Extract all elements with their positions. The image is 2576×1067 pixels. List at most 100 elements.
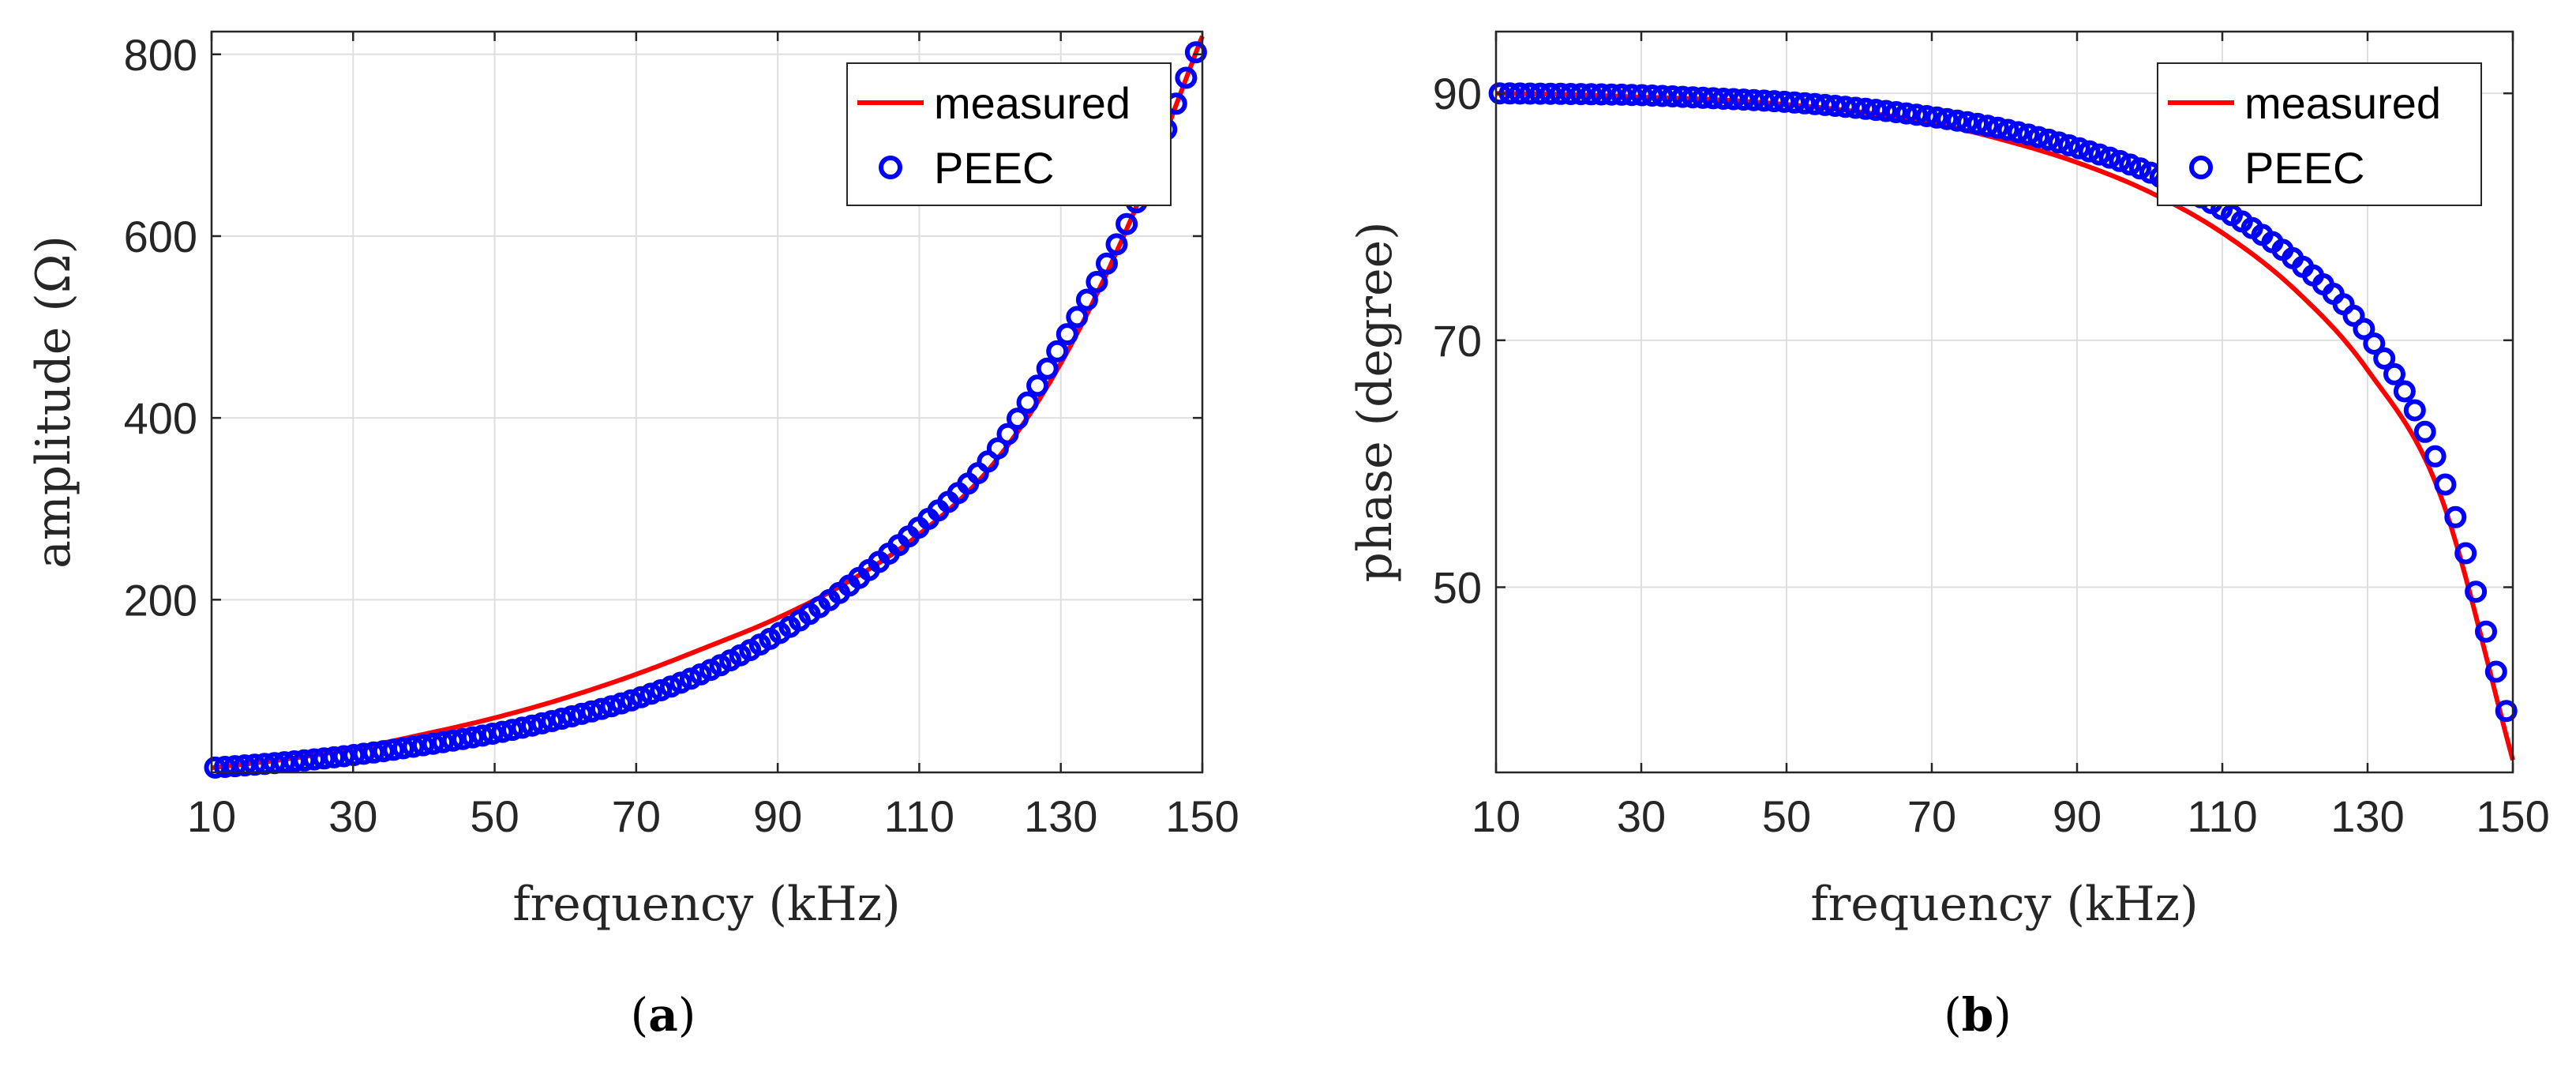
axes-box-a (210, 30, 1204, 774)
data-point (1956, 111, 1979, 133)
chart-panel-a: 10 30 50 70 90 110 130 150 200 400 600 800 frequenc… (26, 30, 1239, 1042)
x-tick-label: 50 (1762, 791, 1811, 841)
data-point (1539, 82, 1562, 105)
data-point (1509, 82, 1532, 105)
legend-b: measured PEEC (2157, 62, 2482, 206)
x-tick-label: 130 (2330, 791, 2404, 841)
data-point (2098, 146, 2121, 169)
y-tick-label: 800 (124, 30, 197, 80)
legend-label-peec-a: PEEC (934, 143, 1055, 193)
data-point (1621, 84, 1643, 107)
data-point (481, 723, 504, 745)
data-point (1813, 93, 1836, 116)
data-point (2383, 363, 2405, 385)
data-point (2088, 143, 2111, 166)
data-point (2129, 157, 2151, 180)
data-point (590, 697, 613, 720)
data-point (1075, 288, 1098, 311)
data-point (303, 748, 325, 771)
x-tick-label: 90 (2053, 791, 2102, 841)
data-point (432, 731, 455, 753)
caption-a: (a) (631, 988, 696, 1042)
data-point (2403, 399, 2426, 422)
x-tick-label: 70 (1907, 791, 1956, 841)
data-point (2057, 134, 2080, 156)
ticks-b: 10 30 50 70 90 110 130 150 50 70 90 (1433, 32, 2550, 841)
data-point (1036, 357, 1059, 380)
x-tick-label: 10 (187, 791, 236, 841)
data-point (2353, 317, 2375, 340)
ticks-a: 10 30 50 70 90 110 130 150 200 400 600 800 (124, 30, 1239, 841)
data-point (323, 746, 346, 768)
data-point (1794, 92, 1816, 115)
data-point (600, 695, 623, 718)
data-point (1773, 90, 1796, 113)
x-tick-label: 50 (470, 791, 519, 841)
x-axis-label-a: frequency (kHz) (512, 877, 900, 932)
y-axis-label-a: amplitude (Ω) (26, 235, 81, 569)
data-point (1865, 99, 1888, 122)
data-point (511, 716, 534, 739)
legend-label-measured-a: measured (934, 78, 1131, 128)
data-point (1895, 102, 1918, 125)
data-point (610, 692, 632, 715)
data-point (1783, 91, 1806, 114)
data-point (372, 740, 395, 763)
data-point (570, 702, 593, 725)
data-point (382, 738, 405, 761)
series-markers-peec (1488, 82, 2518, 723)
data-point (1651, 85, 1674, 107)
data-point (2495, 700, 2518, 723)
data-point (422, 732, 444, 755)
data-point (1712, 88, 1734, 110)
data-point (491, 720, 514, 743)
data-point (2038, 128, 2060, 151)
data-point (471, 724, 494, 747)
data-point (441, 729, 464, 752)
y-axis-label-b: phase (degree) (1348, 221, 1403, 582)
caption-letter-a: a (648, 988, 678, 1042)
data-point (283, 750, 306, 772)
data-point (1905, 103, 1928, 126)
legend-swatch-peec-a (879, 156, 902, 179)
data-point (1610, 83, 1633, 106)
x-axis-label-b: frequency (kHz) (1810, 877, 2198, 932)
data-point (352, 742, 375, 765)
x-tick-label: 150 (1165, 791, 1239, 841)
data-point (2342, 304, 2365, 327)
data-point (1600, 83, 1623, 106)
data-point (362, 741, 385, 764)
data-point (204, 756, 227, 779)
data-point (1753, 89, 1775, 112)
legend-a: measured PEEC (846, 62, 1172, 206)
data-point (214, 756, 236, 778)
data-point (402, 735, 425, 758)
data-point (2048, 131, 2070, 154)
data-point (1026, 374, 1049, 397)
data-point (1946, 109, 1969, 132)
data-point (1661, 85, 1684, 107)
y-tick-label: 90 (1433, 69, 1482, 118)
data-point (630, 686, 653, 708)
data-point (550, 708, 573, 730)
data-point (1844, 96, 1867, 119)
data-point (650, 679, 673, 701)
data-point (1056, 323, 1078, 346)
x-tick-label: 90 (753, 791, 802, 841)
data-point (1702, 87, 1725, 110)
data-point (561, 705, 583, 727)
x-tick-label: 110 (884, 791, 954, 841)
data-point (2068, 137, 2090, 160)
data-point (1976, 115, 1999, 137)
data-point (986, 437, 1009, 460)
data-point (2373, 347, 2396, 370)
data-point (1016, 391, 1039, 414)
data-point (461, 726, 484, 749)
data-point (2393, 380, 2416, 403)
data-point (2484, 660, 2507, 683)
data-point (1722, 88, 1745, 111)
y-tick-label: 200 (124, 575, 197, 625)
data-point (1732, 88, 1755, 111)
data-point (234, 754, 257, 777)
